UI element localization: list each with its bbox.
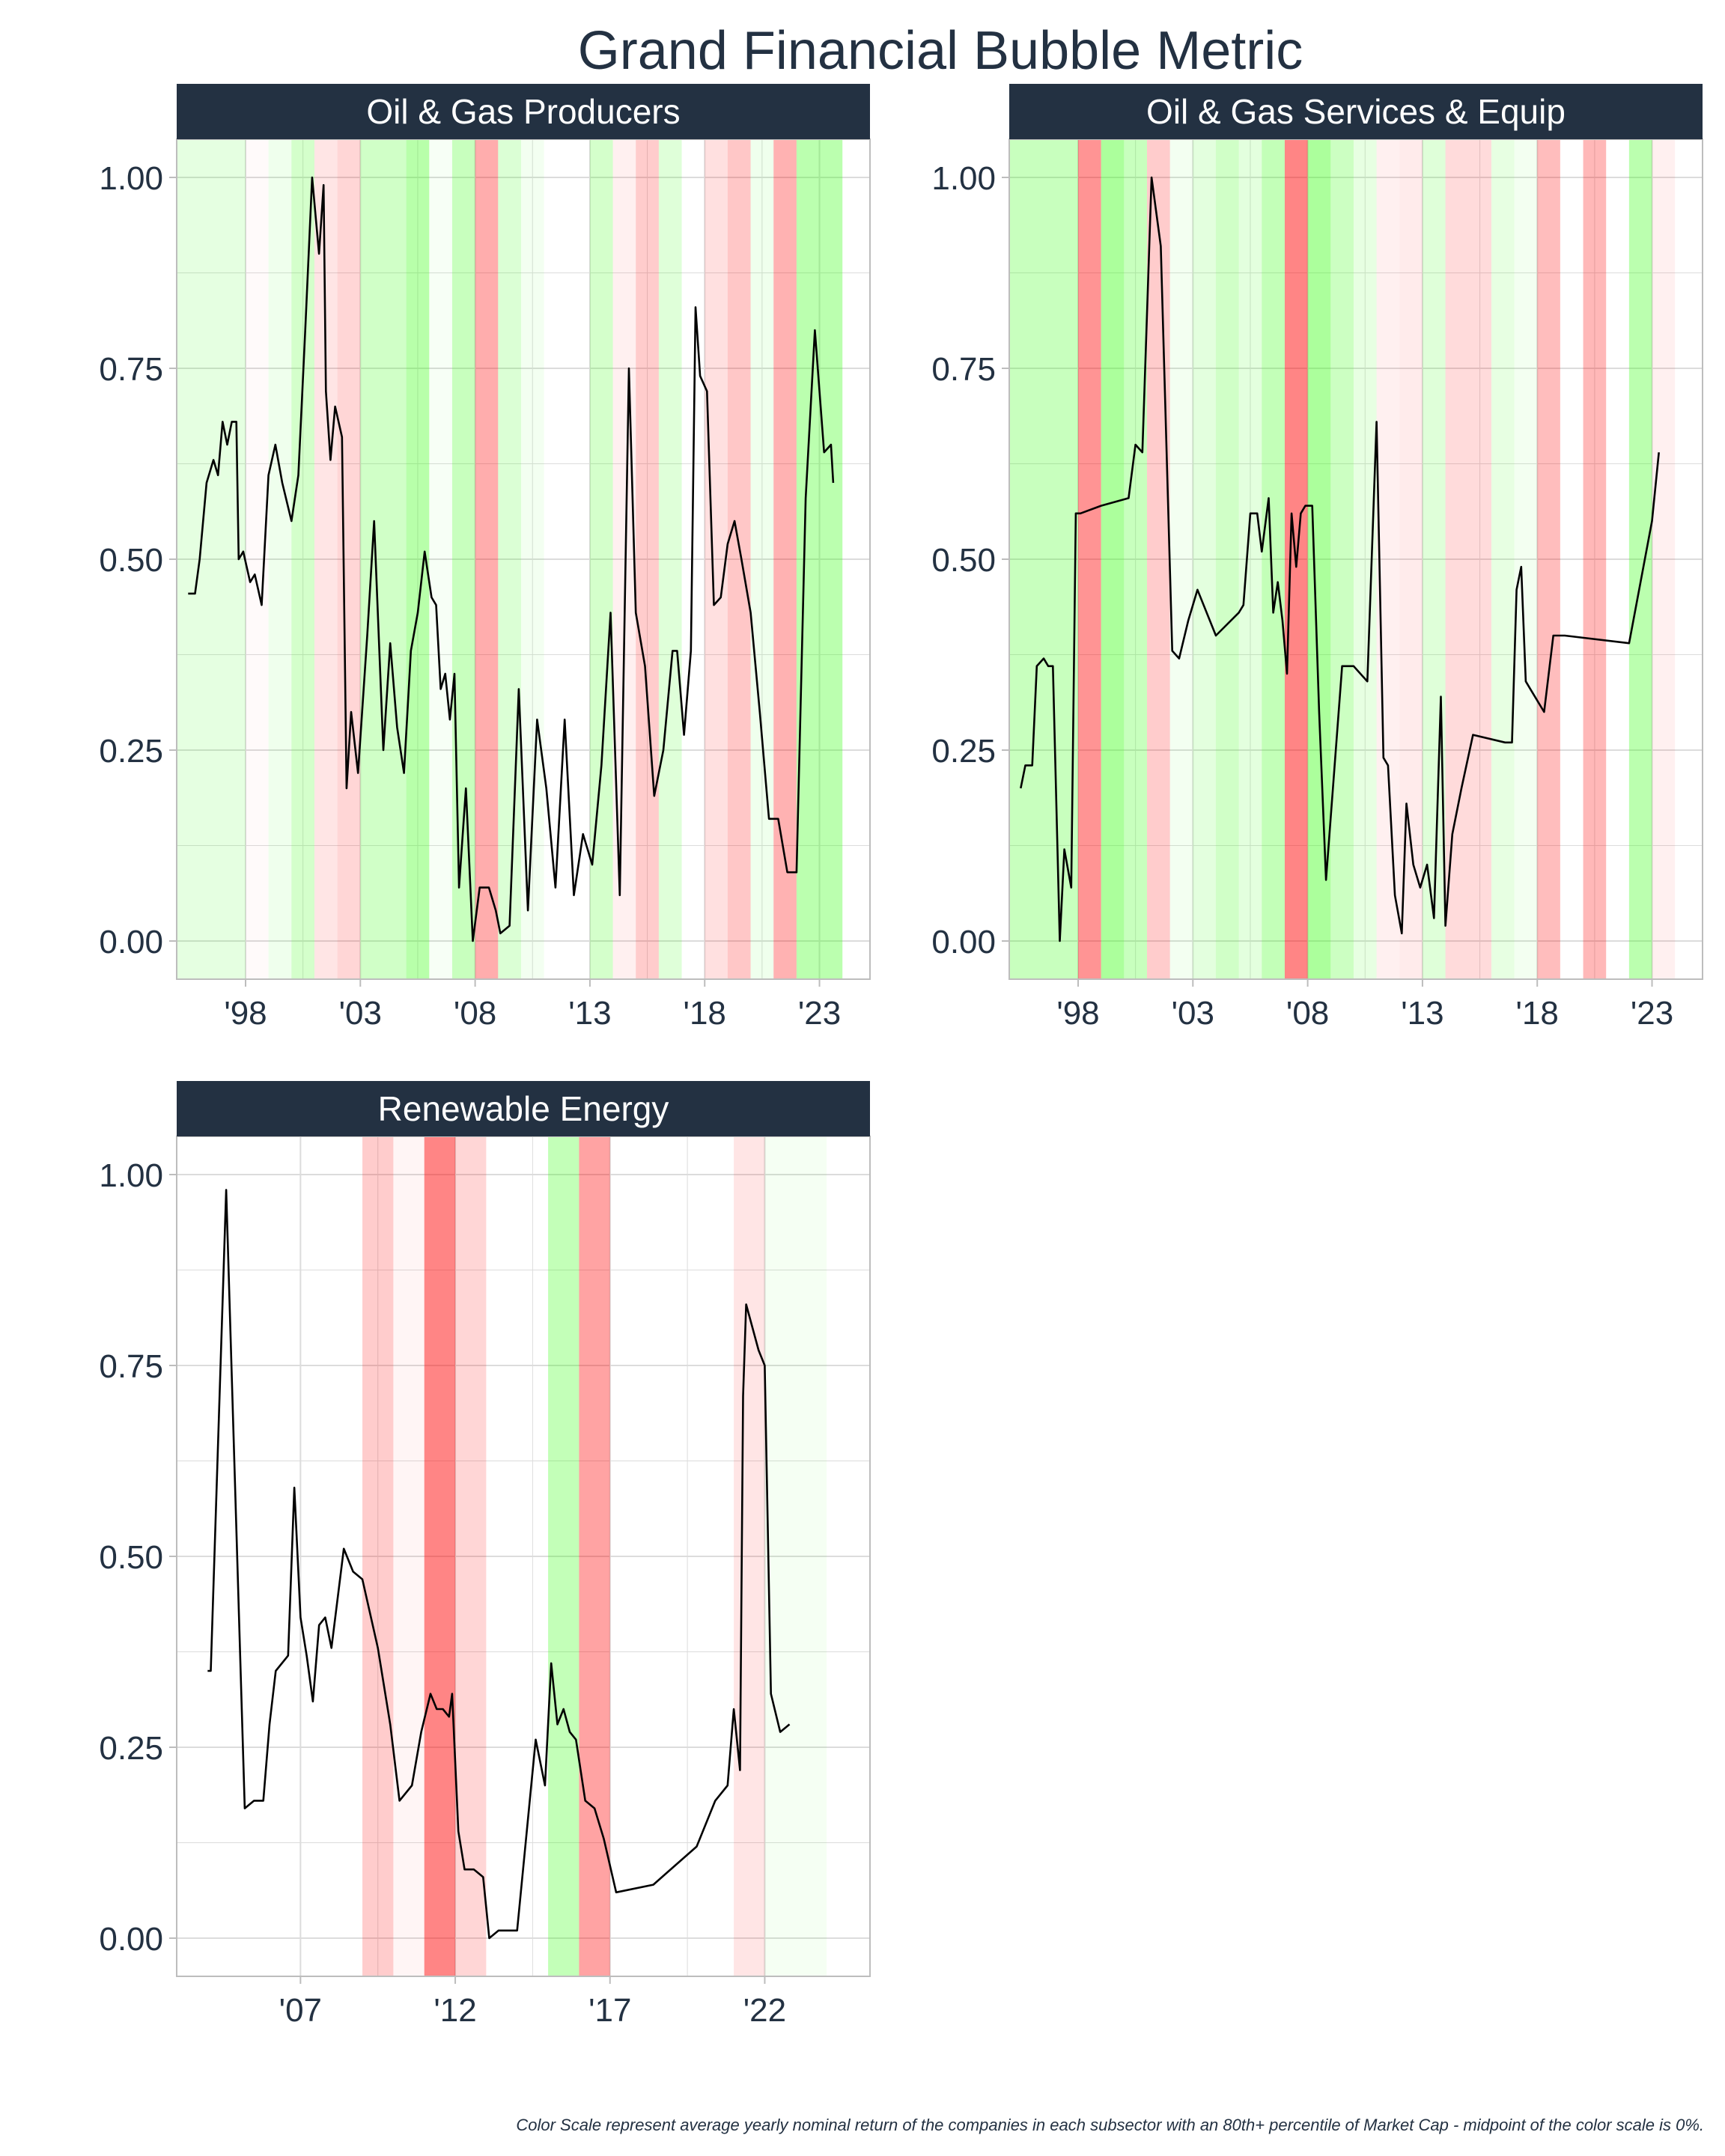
return-band [579,1136,610,1976]
y-tick-label: 0.25 [931,733,996,770]
return-band [764,1136,827,1976]
x-tick-label: '07 [279,1992,322,2029]
x-tick-label: '18 [1516,995,1559,1032]
x-tick-label: '18 [684,995,726,1032]
return-band [1262,139,1285,979]
y-tick-label: 0.75 [99,351,163,388]
return-band [1146,139,1170,979]
y-tick-label: 0.75 [99,1348,163,1385]
return-band [1583,139,1607,979]
panel-strip-label: Oil & Gas Services & Equip [1146,92,1566,131]
return-band [424,1136,456,1976]
return-band [520,139,544,979]
y-tick-label: 0.00 [99,924,163,960]
return-band [1399,139,1423,979]
return-band [455,1136,487,1976]
return-band [1169,139,1193,979]
y-tick-label: 0.50 [99,1539,163,1576]
return-band [1652,139,1676,979]
return-band [727,139,751,979]
series-line [1020,176,1660,943]
x-tick-label: '13 [568,995,611,1032]
facet-panel-oil-gas-producers: Oil & Gas Producers 0.00 0.25 0.50 0.75 1.00… [99,84,871,1032]
return-band [393,1136,425,1976]
panel-strip [177,84,870,139]
return-band [636,139,659,979]
return-band [498,139,521,979]
x-tick-label: '23 [1631,995,1673,1032]
return-band [362,1136,394,1976]
return-band [337,139,361,979]
x-tick-label: '22 [743,1992,786,2029]
return-band [268,139,292,979]
x-tick-label: '12 [433,1992,476,2029]
y-tick-label: 1.00 [99,1157,163,1194]
return-band [1628,139,1652,979]
x-tick-label: '03 [339,995,382,1032]
panel-strip [1009,84,1703,139]
series-line [188,176,835,943]
chart-title: Grand Financial Bubble Metric [578,21,1303,81]
x-tick-label: '17 [588,1992,631,2029]
x-tick-label: '98 [224,995,267,1032]
return-band [1009,139,1078,979]
return-band [475,139,499,979]
return-band [177,139,246,979]
return-band [291,139,314,979]
return-band [734,1136,765,1976]
y-tick-label: 0.00 [99,1921,163,1958]
y-tick-label: 0.50 [99,542,163,579]
x-tick-label: '08 [454,995,496,1032]
x-tick-label: '13 [1401,995,1443,1032]
y-tick-label: 0.00 [931,924,996,960]
y-tick-label: 1.00 [931,160,996,197]
facet-panel-renewable-energy: Renewable Energy 0.00 0.25 0.50 0.75 1.00 '07… [99,1081,871,2029]
return-band [612,139,636,979]
y-tick-label: 0.25 [99,1730,163,1767]
return-band [658,139,682,979]
return-band [246,139,269,979]
return-band [548,1136,579,1976]
color-scale-caption: Color Scale represent average yearly nom… [516,2116,1704,2134]
panel-strip [177,1081,870,1136]
return-band [1514,139,1538,979]
return-band [1193,139,1216,979]
return-band [1445,139,1491,979]
return-band [773,139,797,979]
return-band [1376,139,1400,979]
x-tick-label: '98 [1056,995,1099,1032]
return-band [705,139,728,979]
return-band [451,139,475,979]
facet-panel-oil-gas-services-equip: Oil & Gas Services & Equip 0.00 0.25 0.50 0… [931,84,1703,1032]
return-band [1238,139,1262,979]
return-band [314,139,338,979]
panel-strip-label: Renewable Energy [378,1089,669,1128]
y-tick-label: 0.50 [931,542,996,579]
return-band [1124,139,1147,979]
return-band [429,139,452,979]
x-tick-label: '03 [1172,995,1214,1032]
return-band [1077,139,1101,979]
return-band [1353,139,1377,979]
return-band [1215,139,1239,979]
x-tick-label: '08 [1286,995,1329,1032]
y-tick-label: 0.25 [99,733,163,770]
return-band [1537,139,1560,979]
return-band [1491,139,1515,979]
return-band [1101,139,1125,979]
return-band [1330,139,1354,979]
return-band [1307,139,1331,979]
series-line [207,1189,791,1940]
return-band [360,139,407,979]
panel-strip-label: Oil & Gas Producers [366,92,680,131]
y-tick-label: 1.00 [99,160,163,197]
y-tick-label: 0.75 [931,351,996,388]
return-band [750,139,774,979]
return-band [1422,139,1446,979]
x-tick-label: '23 [798,995,841,1032]
